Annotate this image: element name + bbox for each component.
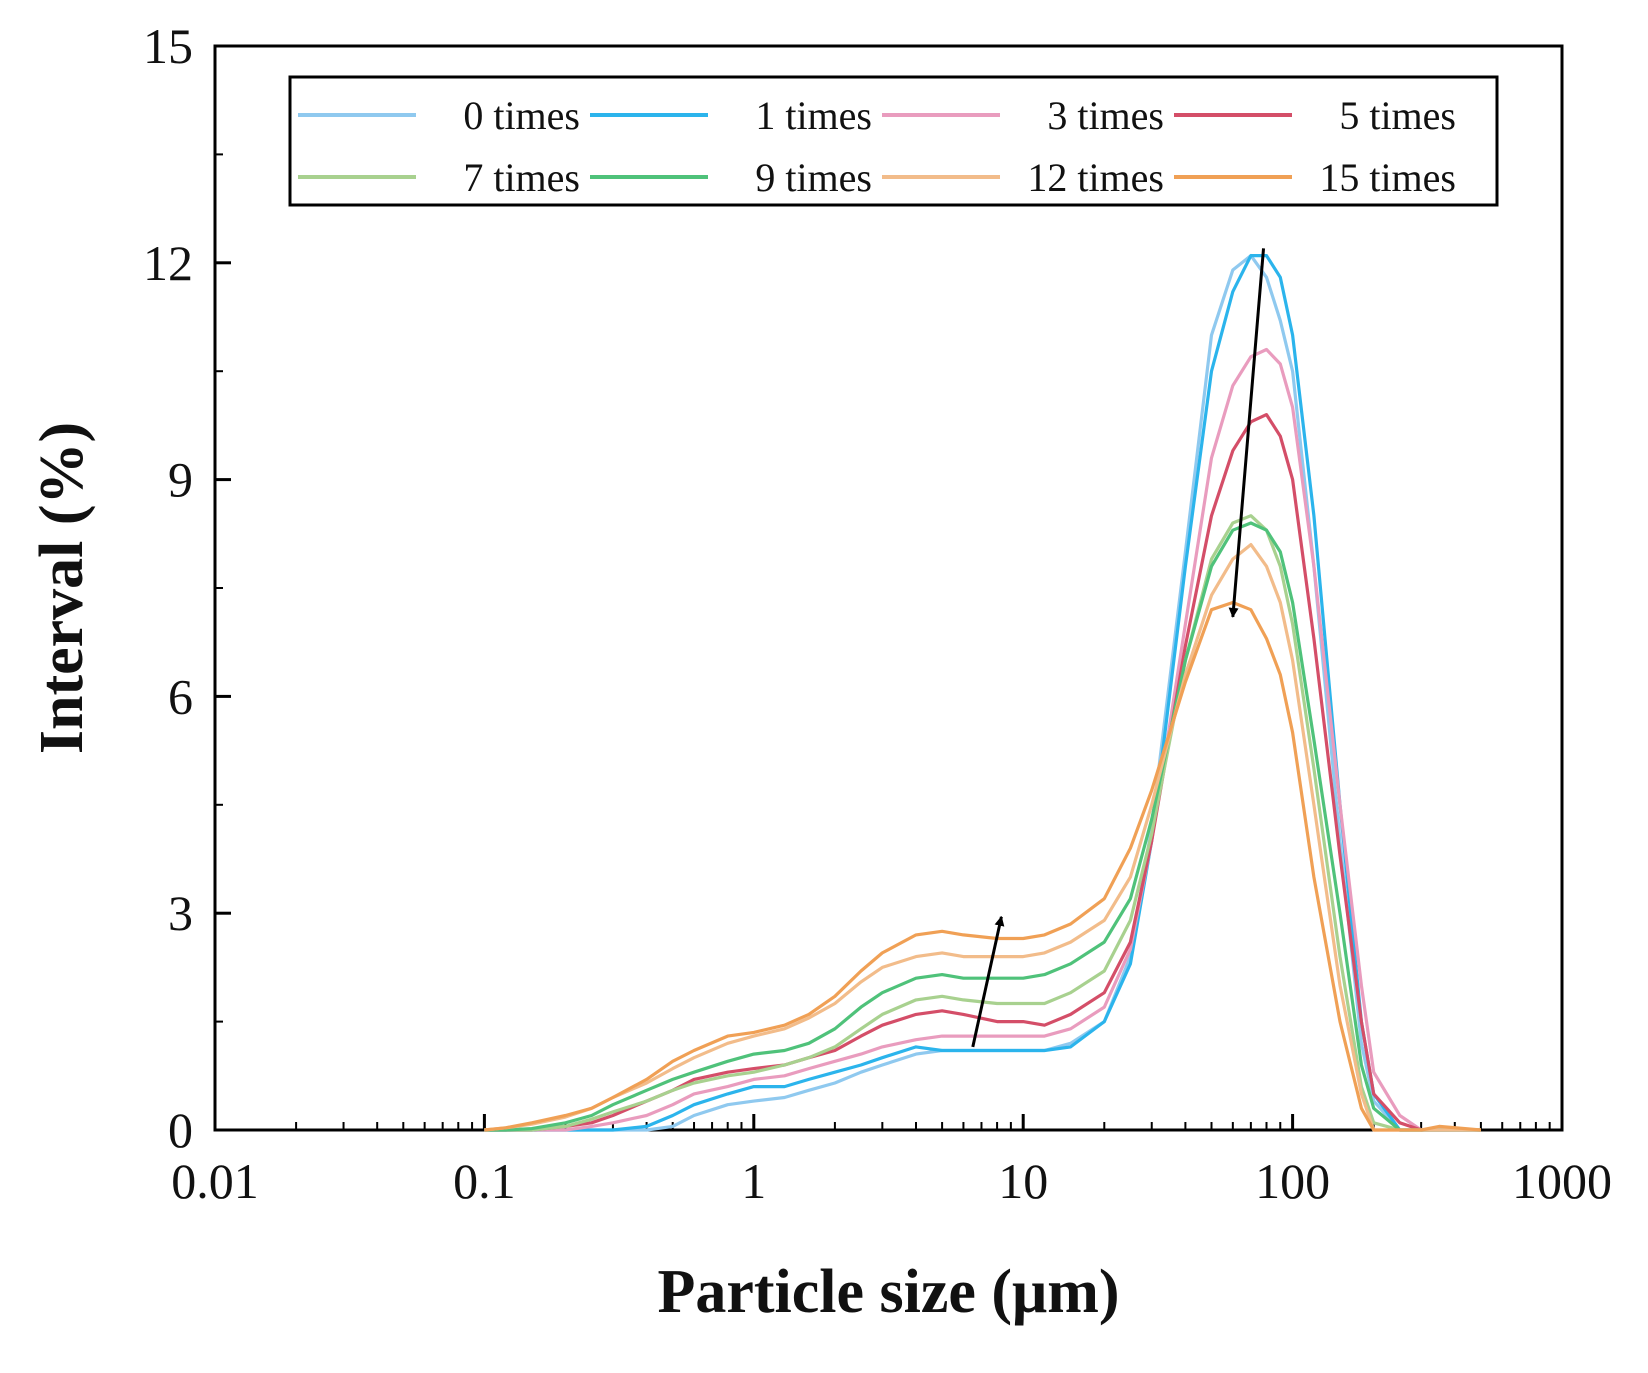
annotation-arrow bbox=[1228, 248, 1266, 618]
y-tick-label: 12 bbox=[143, 235, 193, 291]
y-tick-label: 6 bbox=[168, 668, 193, 724]
legend-box bbox=[288, 75, 1499, 207]
series-line bbox=[484, 413, 1481, 1132]
series-line bbox=[484, 542, 1481, 1132]
x-tick-label: 1 bbox=[741, 1153, 766, 1209]
legend-label: 7 times bbox=[463, 155, 580, 200]
legend-label: 5 times bbox=[1339, 93, 1456, 138]
series-line bbox=[484, 600, 1482, 1132]
legend-label: 1 times bbox=[755, 93, 872, 138]
x-tick-label: 0.01 bbox=[171, 1153, 259, 1209]
y-tick-label: 3 bbox=[168, 885, 193, 941]
annotation-arrow bbox=[971, 915, 1005, 1048]
legend-label: 3 times bbox=[1047, 93, 1164, 138]
legend-label: 9 times bbox=[755, 155, 872, 200]
x-axis-title: Particle size (μm) bbox=[657, 1258, 1119, 1326]
x-tick-label: 1000 bbox=[1512, 1153, 1612, 1209]
y-tick-label: 15 bbox=[143, 18, 193, 74]
series-line bbox=[484, 254, 1481, 1132]
y-tick-label: 9 bbox=[168, 452, 193, 508]
y-axis-title: Interval (%) bbox=[28, 422, 96, 754]
legend-label: 12 times bbox=[1027, 155, 1164, 200]
y-tick-label: 0 bbox=[168, 1102, 193, 1158]
legend-label: 0 times bbox=[463, 93, 580, 138]
x-tick-label: 0.1 bbox=[453, 1153, 516, 1209]
series-line bbox=[484, 347, 1481, 1132]
series-line bbox=[484, 521, 1481, 1132]
x-tick-label: 10 bbox=[998, 1153, 1048, 1209]
series-line bbox=[484, 514, 1481, 1132]
x-tick-label: 100 bbox=[1255, 1153, 1330, 1209]
legend-label: 15 times bbox=[1319, 155, 1456, 200]
